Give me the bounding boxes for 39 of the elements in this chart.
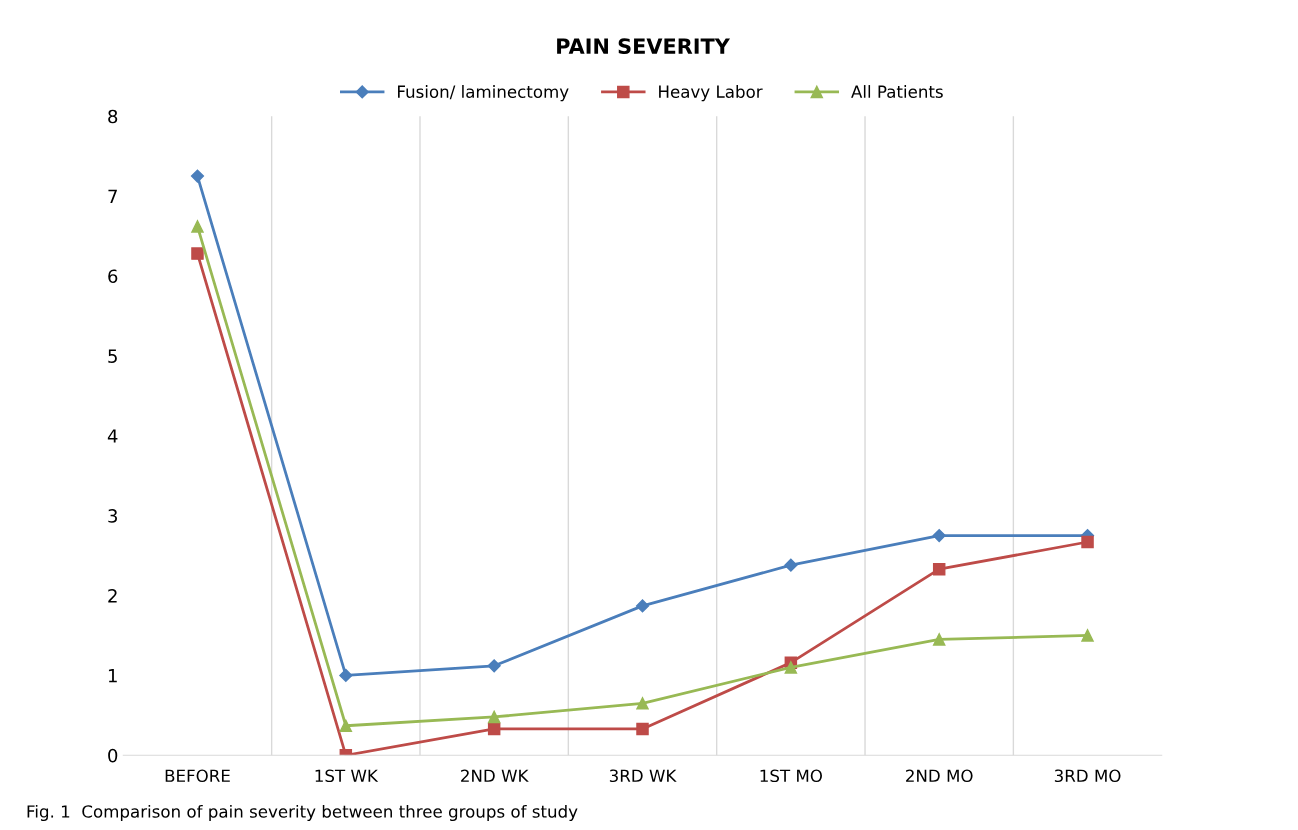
point xyxy=(932,529,946,543)
x-tick-label: 1ST WK xyxy=(315,769,379,783)
chart-title: PAIN SEVERITY xyxy=(557,38,731,54)
point xyxy=(191,220,204,233)
point xyxy=(339,668,353,683)
y-tick-label: 0 xyxy=(108,748,118,763)
x-tick-label: BEFORE xyxy=(165,769,230,783)
point xyxy=(784,558,798,572)
x-tick-label: 2ND WK xyxy=(461,769,529,782)
caption: Fig. 1 Comparison of pain severity between three groups of study xyxy=(27,804,578,822)
legend-label: Heavy Labor xyxy=(659,85,763,102)
point xyxy=(487,710,501,724)
point xyxy=(932,562,946,576)
x-tick-label: 3RD MO xyxy=(1054,769,1121,783)
point xyxy=(487,659,501,673)
point xyxy=(339,719,353,732)
point xyxy=(932,633,946,646)
x-tick-label: 3RD WK xyxy=(609,769,677,783)
y-tick-label: 5 xyxy=(108,349,117,363)
point xyxy=(190,169,205,183)
y-tick-label: 4 xyxy=(107,429,118,443)
y-tick-label: 8 xyxy=(108,109,118,124)
legend-label: Fusion/ laminectomy xyxy=(398,85,569,102)
point xyxy=(636,722,649,736)
y-tick-label: 2 xyxy=(108,588,117,603)
point xyxy=(487,722,501,736)
legend-label: All Patients xyxy=(851,85,943,98)
point xyxy=(1081,629,1094,642)
y-tick-label: 7 xyxy=(108,189,117,203)
y-tick-label: 3 xyxy=(108,509,117,523)
x-tick-label: 2ND MO xyxy=(906,769,973,783)
point xyxy=(1081,535,1094,549)
point xyxy=(635,599,650,613)
point xyxy=(784,661,798,674)
y-tick-label: 6 xyxy=(108,269,118,284)
y-tick-label: 1 xyxy=(108,669,117,683)
point xyxy=(636,697,649,710)
x-tick-label: 1ST MO xyxy=(760,769,822,783)
point xyxy=(191,247,204,260)
